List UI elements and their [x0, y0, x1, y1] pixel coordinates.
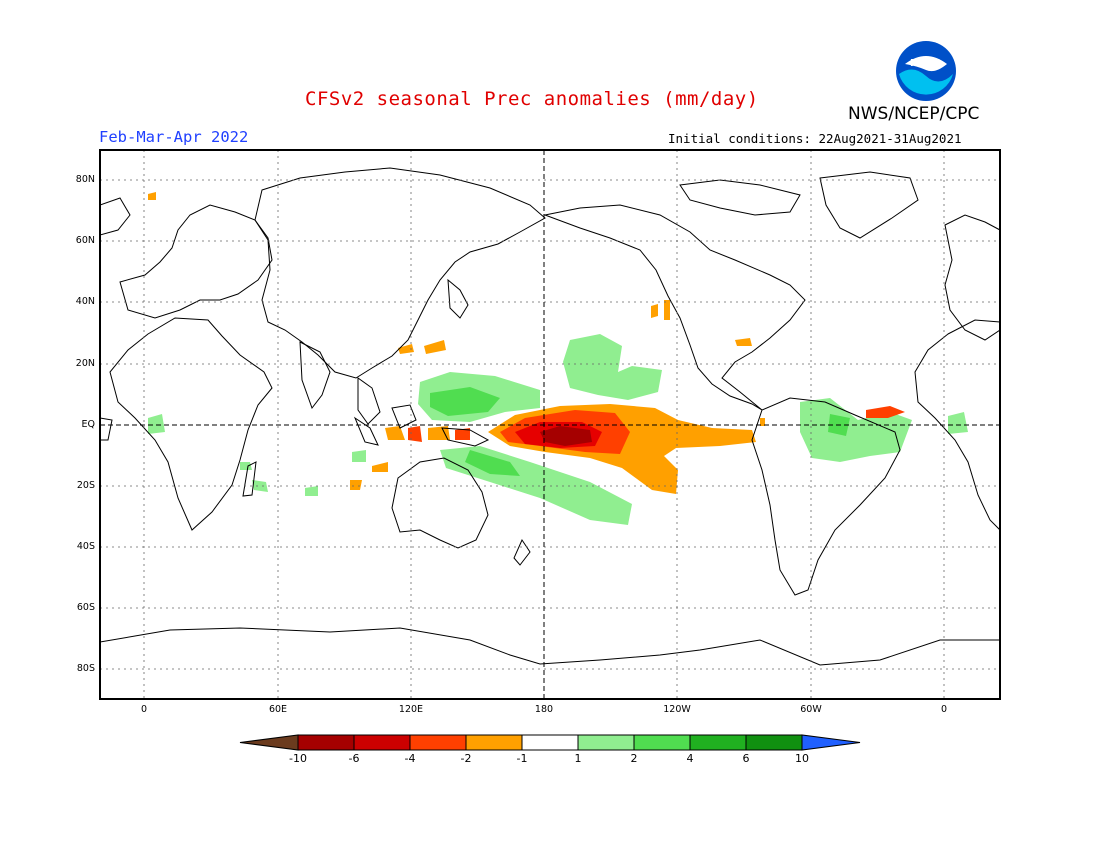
dry-anomaly-north-pacific	[651, 304, 658, 318]
colorbar-label: -10	[289, 752, 307, 765]
dry-anomaly-north-pacific-2	[664, 300, 670, 320]
lon-label-60e: 60E	[268, 704, 288, 715]
africa-coast-right	[914, 319, 1000, 531]
colorbar-label: 10	[795, 752, 809, 765]
europe-coast	[119, 204, 273, 319]
wet-anomaly-west-pacific-core	[430, 387, 500, 416]
lon-label-120w: 120W	[663, 704, 691, 715]
new-guinea-coast	[441, 427, 490, 447]
dry-anomaly-europe	[148, 192, 156, 200]
colorbar-swatch	[297, 734, 355, 751]
colorbar-label: -1	[516, 752, 528, 765]
south-america-coast	[751, 397, 901, 596]
lat-label-20s: 20S	[76, 480, 95, 491]
dry-anomaly-indonesia-3	[428, 426, 450, 440]
north-america-coast-left	[100, 197, 131, 236]
colorbar	[239, 734, 861, 751]
colorbar-swatch	[745, 734, 803, 751]
colorbar-arrow-low	[239, 734, 299, 751]
australia-coast	[391, 457, 489, 549]
dry-anomaly-indonesia	[385, 426, 405, 440]
lon-label-180: 180	[534, 704, 554, 715]
chart-title: CFSv2 seasonal Prec anomalies (mm/day)	[305, 88, 759, 110]
africa-coast	[109, 317, 273, 531]
borneo-coast	[391, 404, 417, 429]
map-frame	[99, 149, 1001, 700]
colorbar-swatch	[521, 734, 579, 751]
wet-anomalies	[148, 334, 968, 525]
new-zealand-coast	[513, 538, 531, 566]
wet-anomaly-north-pacific	[563, 334, 662, 400]
lat-label-80n: 80N	[75, 174, 95, 185]
logo-text: NOAA	[910, 58, 942, 69]
colorbar-swatch	[633, 734, 691, 751]
wet-anomaly-indian-ocean	[305, 486, 318, 496]
wet-anomaly-south-africa	[240, 462, 252, 470]
colorbar-swatch	[353, 734, 411, 751]
lat-label-80s: 80S	[76, 663, 95, 674]
colorbar-swatch	[689, 734, 747, 751]
colorbar-swatch	[577, 734, 635, 751]
colorbar-arrow-high	[801, 734, 861, 751]
reference-lines	[100, 150, 1000, 699]
japan-coast	[447, 278, 469, 319]
colorbar-swatch	[465, 734, 523, 751]
antarctica-coast	[100, 627, 1000, 666]
dry-anomaly-indonesia-4	[455, 428, 470, 440]
dry-anomaly-central-pacific-strong	[540, 426, 592, 446]
dry-anomaly-australia-nw	[350, 480, 362, 490]
greenland-coast	[819, 171, 919, 239]
wet-anomaly-south-america	[800, 398, 912, 462]
eurasia-north-coast	[254, 167, 546, 379]
wet-anomaly-spcz-core	[465, 450, 520, 476]
agency-label: NWS/NCEP/CPC	[848, 104, 980, 124]
colorbar-label: -4	[404, 752, 416, 765]
noaa-logo: NOAA	[896, 41, 956, 101]
arctic-islands-coast	[679, 179, 801, 216]
dry-anomaly-indonesia-2	[408, 426, 422, 442]
dry-anomaly-south-china	[398, 344, 414, 354]
colorbar-swatch	[409, 734, 467, 751]
lat-label-40s: 40S	[76, 541, 95, 552]
initial-conditions-label: Initial conditions: 22Aug2021-31Aug2021	[668, 131, 962, 146]
dry-anomaly-java	[372, 462, 388, 472]
wet-anomaly-maritime	[352, 450, 366, 462]
wet-anomaly-madagascar	[252, 480, 268, 492]
west-europe-coast-right	[944, 214, 1000, 341]
lon-label-0-east: 0	[940, 704, 948, 715]
dry-anomaly-gulf-mexico	[735, 338, 752, 346]
colorbar-label: 6	[742, 752, 750, 765]
north-america-coast	[543, 204, 806, 411]
colorbar-label: -2	[460, 752, 472, 765]
lat-label-60n: 60N	[75, 235, 95, 246]
wet-anomaly-africa	[148, 414, 165, 434]
lon-label-60w: 60W	[800, 704, 822, 715]
lat-label-40n: 40N	[75, 296, 95, 307]
lat-label-60s: 60S	[76, 602, 95, 613]
lon-label-0: 0	[140, 704, 148, 715]
colorbar-label: 1	[574, 752, 582, 765]
lat-label-eq: EQ	[81, 419, 95, 430]
colorbar-label: 4	[686, 752, 694, 765]
south-america-coast-left	[100, 417, 113, 441]
wet-anomaly-atlantic-east	[948, 412, 968, 434]
southeast-asia-coast	[357, 377, 381, 425]
colorbar-label: -6	[348, 752, 360, 765]
lat-label-20n: 20N	[75, 358, 95, 369]
coastlines	[100, 167, 1000, 666]
colorbar-label: 2	[630, 752, 638, 765]
dry-anomaly-philippine-sea	[424, 340, 446, 354]
lon-label-120e: 120E	[398, 704, 424, 715]
graticule	[100, 150, 1000, 699]
dry-anomaly-north-atlantic	[866, 406, 905, 418]
dry-anomaly-panama	[760, 418, 765, 426]
season-label: Feb-Mar-Apr 2022	[99, 128, 249, 146]
dry-anomalies	[148, 192, 905, 494]
india-coast	[299, 341, 331, 410]
